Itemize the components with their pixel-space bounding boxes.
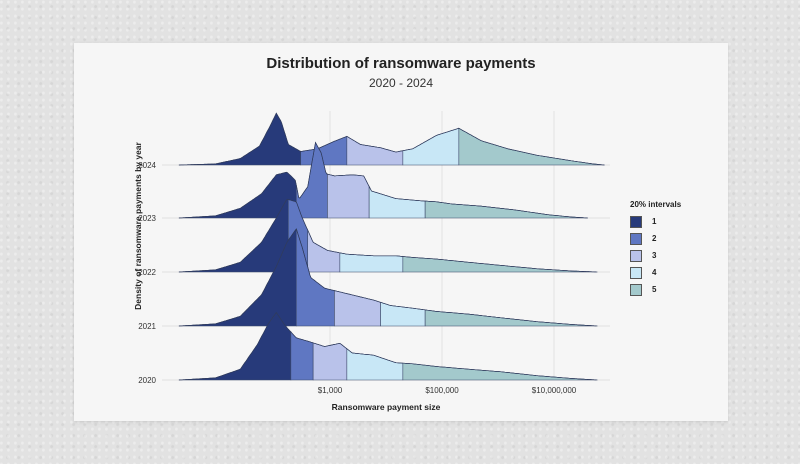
- ridge-2020-outline: [178, 311, 597, 381]
- legend-swatch: [630, 283, 642, 296]
- legend: 20% intervals 1 2 3 4 5: [630, 200, 681, 298]
- ridge-2021-outline: [178, 228, 597, 327]
- ridgeline-plot: 2024 2023 2022 2021 2020 $1,000 $100,000 $10,00…: [138, 111, 610, 395]
- legend-label: 1: [652, 217, 657, 226]
- ridge-2020: [178, 311, 598, 381]
- legend-label: 3: [652, 251, 657, 260]
- x-axis-label: Ransomware payment size: [331, 402, 441, 412]
- year-label-2024: 2024: [138, 161, 156, 170]
- ridge-2022-interval-3: [307, 230, 341, 273]
- legend-item-5: 5: [630, 281, 681, 298]
- ridge-2024: [178, 112, 605, 166]
- ridge-2024-interval-1: [178, 112, 302, 166]
- legend-swatch: [630, 215, 642, 228]
- year-label-2022: 2022: [138, 268, 156, 277]
- legend-item-4: 4: [630, 264, 681, 281]
- x-tick-label: $100,000: [425, 386, 459, 395]
- ridge-2023-interval-3: [327, 173, 370, 219]
- ridge-2023: [178, 141, 588, 219]
- x-tick-label: $10,000,000: [532, 386, 577, 395]
- legend-label: 5: [652, 285, 657, 294]
- ridge-2023-outline: [178, 141, 588, 219]
- ridge-2024-interval-3: [346, 135, 404, 166]
- legend-item-1: 1: [630, 213, 681, 230]
- ridge-2020-interval-3: [312, 342, 348, 381]
- legend-item-3: 3: [630, 247, 681, 264]
- ridge-2021-interval-4: [380, 301, 426, 327]
- year-label-2023: 2023: [138, 214, 156, 223]
- ridge-2024-interval-5: [458, 127, 605, 166]
- legend-title: 20% intervals: [630, 200, 682, 209]
- chart-title: Distribution of ransomware payments: [266, 55, 536, 72]
- legend-label: 4: [652, 268, 657, 277]
- legend-item-2: 2: [630, 230, 681, 247]
- ridge-2024-interval-4: [402, 127, 460, 166]
- legend-label: 2: [652, 234, 657, 243]
- legend-swatch: [630, 232, 642, 245]
- ridge-2024-outline: [178, 112, 605, 166]
- chart-subtitle: 2020 - 2024: [368, 76, 434, 90]
- ridge-2022-outline: [178, 198, 597, 273]
- ridge-2023-interval-1: [178, 171, 297, 219]
- year-label-2021: 2021: [138, 322, 156, 331]
- ridge-2021: [178, 227, 598, 327]
- year-label-2020: 2020: [138, 376, 156, 385]
- x-tick-label: $1,000: [318, 386, 343, 395]
- ridge-2023-interval-4: [368, 185, 426, 219]
- legend-swatch: [630, 249, 642, 262]
- chart-card: Distribution of ransomware payments 2020…: [74, 43, 728, 421]
- legend-swatch: [630, 266, 642, 279]
